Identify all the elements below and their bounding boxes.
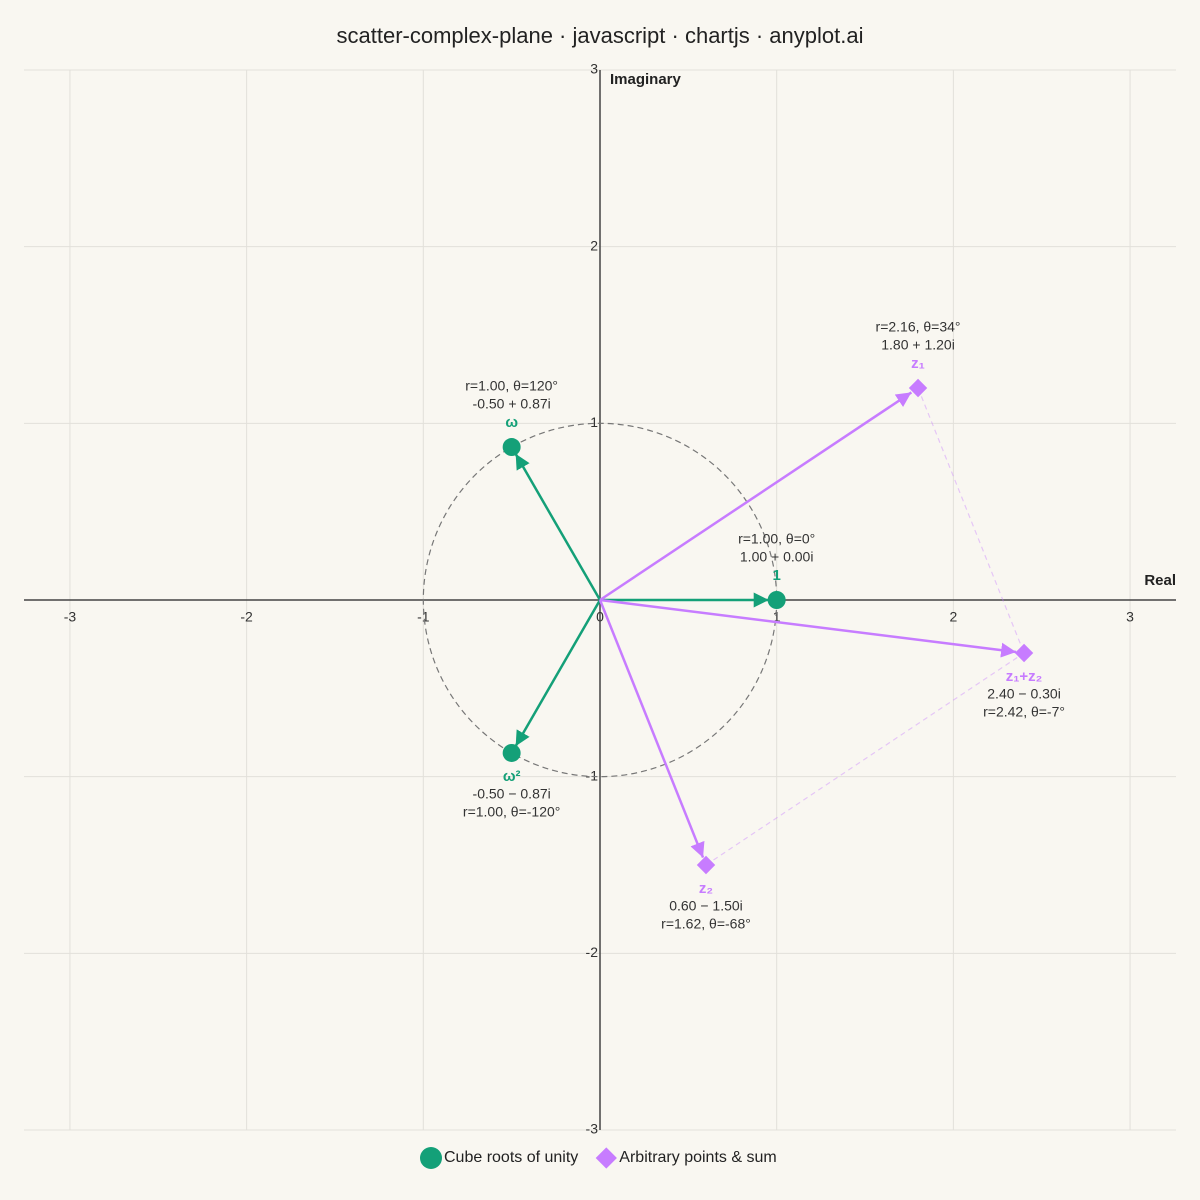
legend-marker: [595, 1147, 617, 1169]
chart-title: scatter-complex-plane · javascript · cha…: [337, 23, 864, 48]
parallelogram-edge: [917, 387, 1025, 654]
x-tick-label: 3: [1126, 609, 1134, 625]
x-tick-label: 1: [773, 609, 781, 625]
y-tick-label: 2: [590, 237, 598, 253]
rect-label: -0.50 − 0.87i: [473, 786, 551, 802]
x-tick-label: 2: [949, 609, 957, 625]
point: [502, 743, 521, 762]
legend-label: Arbitrary points & sum: [619, 1149, 776, 1166]
point-label: ω²: [503, 768, 521, 785]
x-tick-label: -2: [240, 609, 253, 625]
y-axis-label: Imaginary: [610, 71, 682, 88]
polar-label: r=1.00, θ=0°: [738, 531, 815, 547]
legend-label: Cube roots of unity: [444, 1149, 578, 1166]
polar-label: r=2.42, θ=-7°: [983, 704, 1065, 720]
point: [767, 591, 786, 609]
vector-arrow: [599, 391, 913, 602]
point-label: z₂: [699, 880, 713, 897]
rect-label: -0.50 + 0.87i: [473, 396, 551, 412]
vector-arrow: [598, 599, 705, 859]
rect-label: 2.40 − 0.30i: [987, 686, 1061, 702]
parallelogram-edge: [705, 652, 1025, 866]
point-label: z₁+z₂: [1006, 668, 1043, 685]
point-label: 1: [773, 567, 781, 584]
y-tick-label: 3: [590, 61, 598, 77]
point: [1014, 643, 1034, 663]
point: [696, 855, 716, 875]
point: [502, 438, 521, 457]
y-tick-label: -3: [586, 1121, 599, 1137]
y-tick-label: -2: [586, 944, 599, 960]
vector-arrow: [599, 598, 1017, 658]
x-tick-label: -1: [417, 609, 430, 625]
vector-arrow: [514, 599, 602, 747]
polar-label: r=1.00, θ=120°: [465, 378, 558, 394]
polar-label: r=1.00, θ=-120°: [463, 804, 560, 820]
polar-label: r=2.16, θ=34°: [876, 319, 961, 335]
legend-marker: [420, 1147, 442, 1169]
x-tick-label: 0: [596, 609, 604, 625]
y-tick-label: -1: [586, 767, 599, 783]
y-tick-label: 1: [590, 414, 598, 430]
rect-label: 1.80 + 1.20i: [881, 337, 955, 353]
rect-label: 0.60 − 1.50i: [669, 898, 743, 914]
vector-arrow: [514, 453, 602, 601]
rect-label: 1.00 + 0.00i: [740, 549, 814, 565]
polar-label: r=1.62, θ=-68°: [661, 916, 751, 932]
point-label: z₁: [911, 355, 925, 372]
x-axis-label: Real: [1144, 572, 1176, 589]
point-label: ω: [505, 414, 518, 431]
x-tick-label: -3: [64, 609, 77, 625]
point: [908, 378, 928, 398]
